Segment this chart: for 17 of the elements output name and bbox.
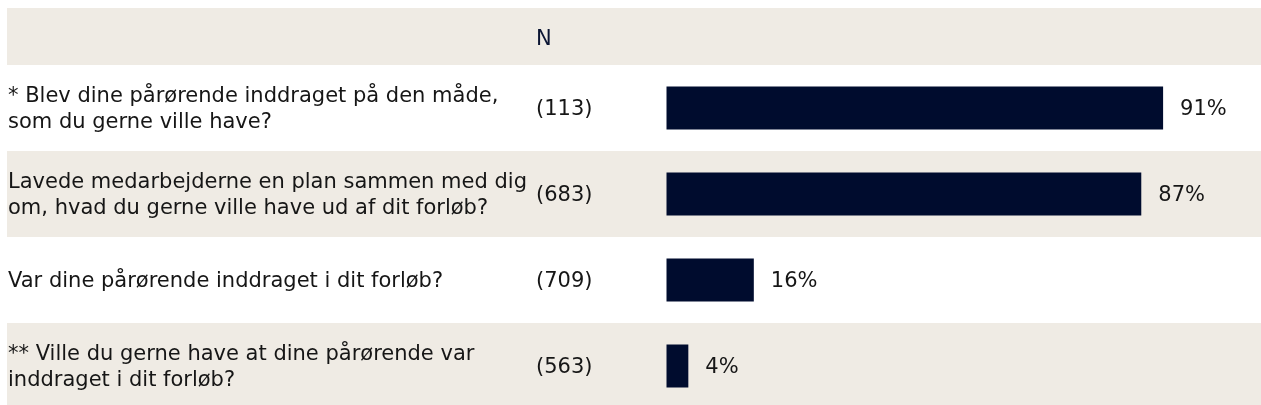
bar xyxy=(666,344,689,388)
text: (709) xyxy=(536,268,593,292)
data-label: 4% xyxy=(705,354,739,378)
bar xyxy=(666,86,1164,130)
data-label: 16% xyxy=(770,268,818,292)
y-tick-label: Lavede medarbejderne en plan sammen med dig om, hvad du gerne ville have ud af dit forløb? xyxy=(8,169,527,219)
data-label: 87% xyxy=(1158,182,1205,206)
y-tick-label: ** Ville du gerne have at dine pårørende var inddraget i dit forløb? xyxy=(8,340,475,391)
text: (683) xyxy=(536,182,593,206)
y-tick-label: * Blev dine pårørende inddraget på den måde, som du gerne ville have? xyxy=(8,82,499,133)
bar xyxy=(666,258,754,302)
text: (113) xyxy=(536,96,593,120)
text: N xyxy=(536,25,552,50)
data-label: 91% xyxy=(1180,96,1227,120)
bar xyxy=(666,172,1142,216)
text: (563) xyxy=(536,354,593,378)
y-tick-label: Var dine pårørende inddraget i dit forløb? xyxy=(8,267,444,292)
